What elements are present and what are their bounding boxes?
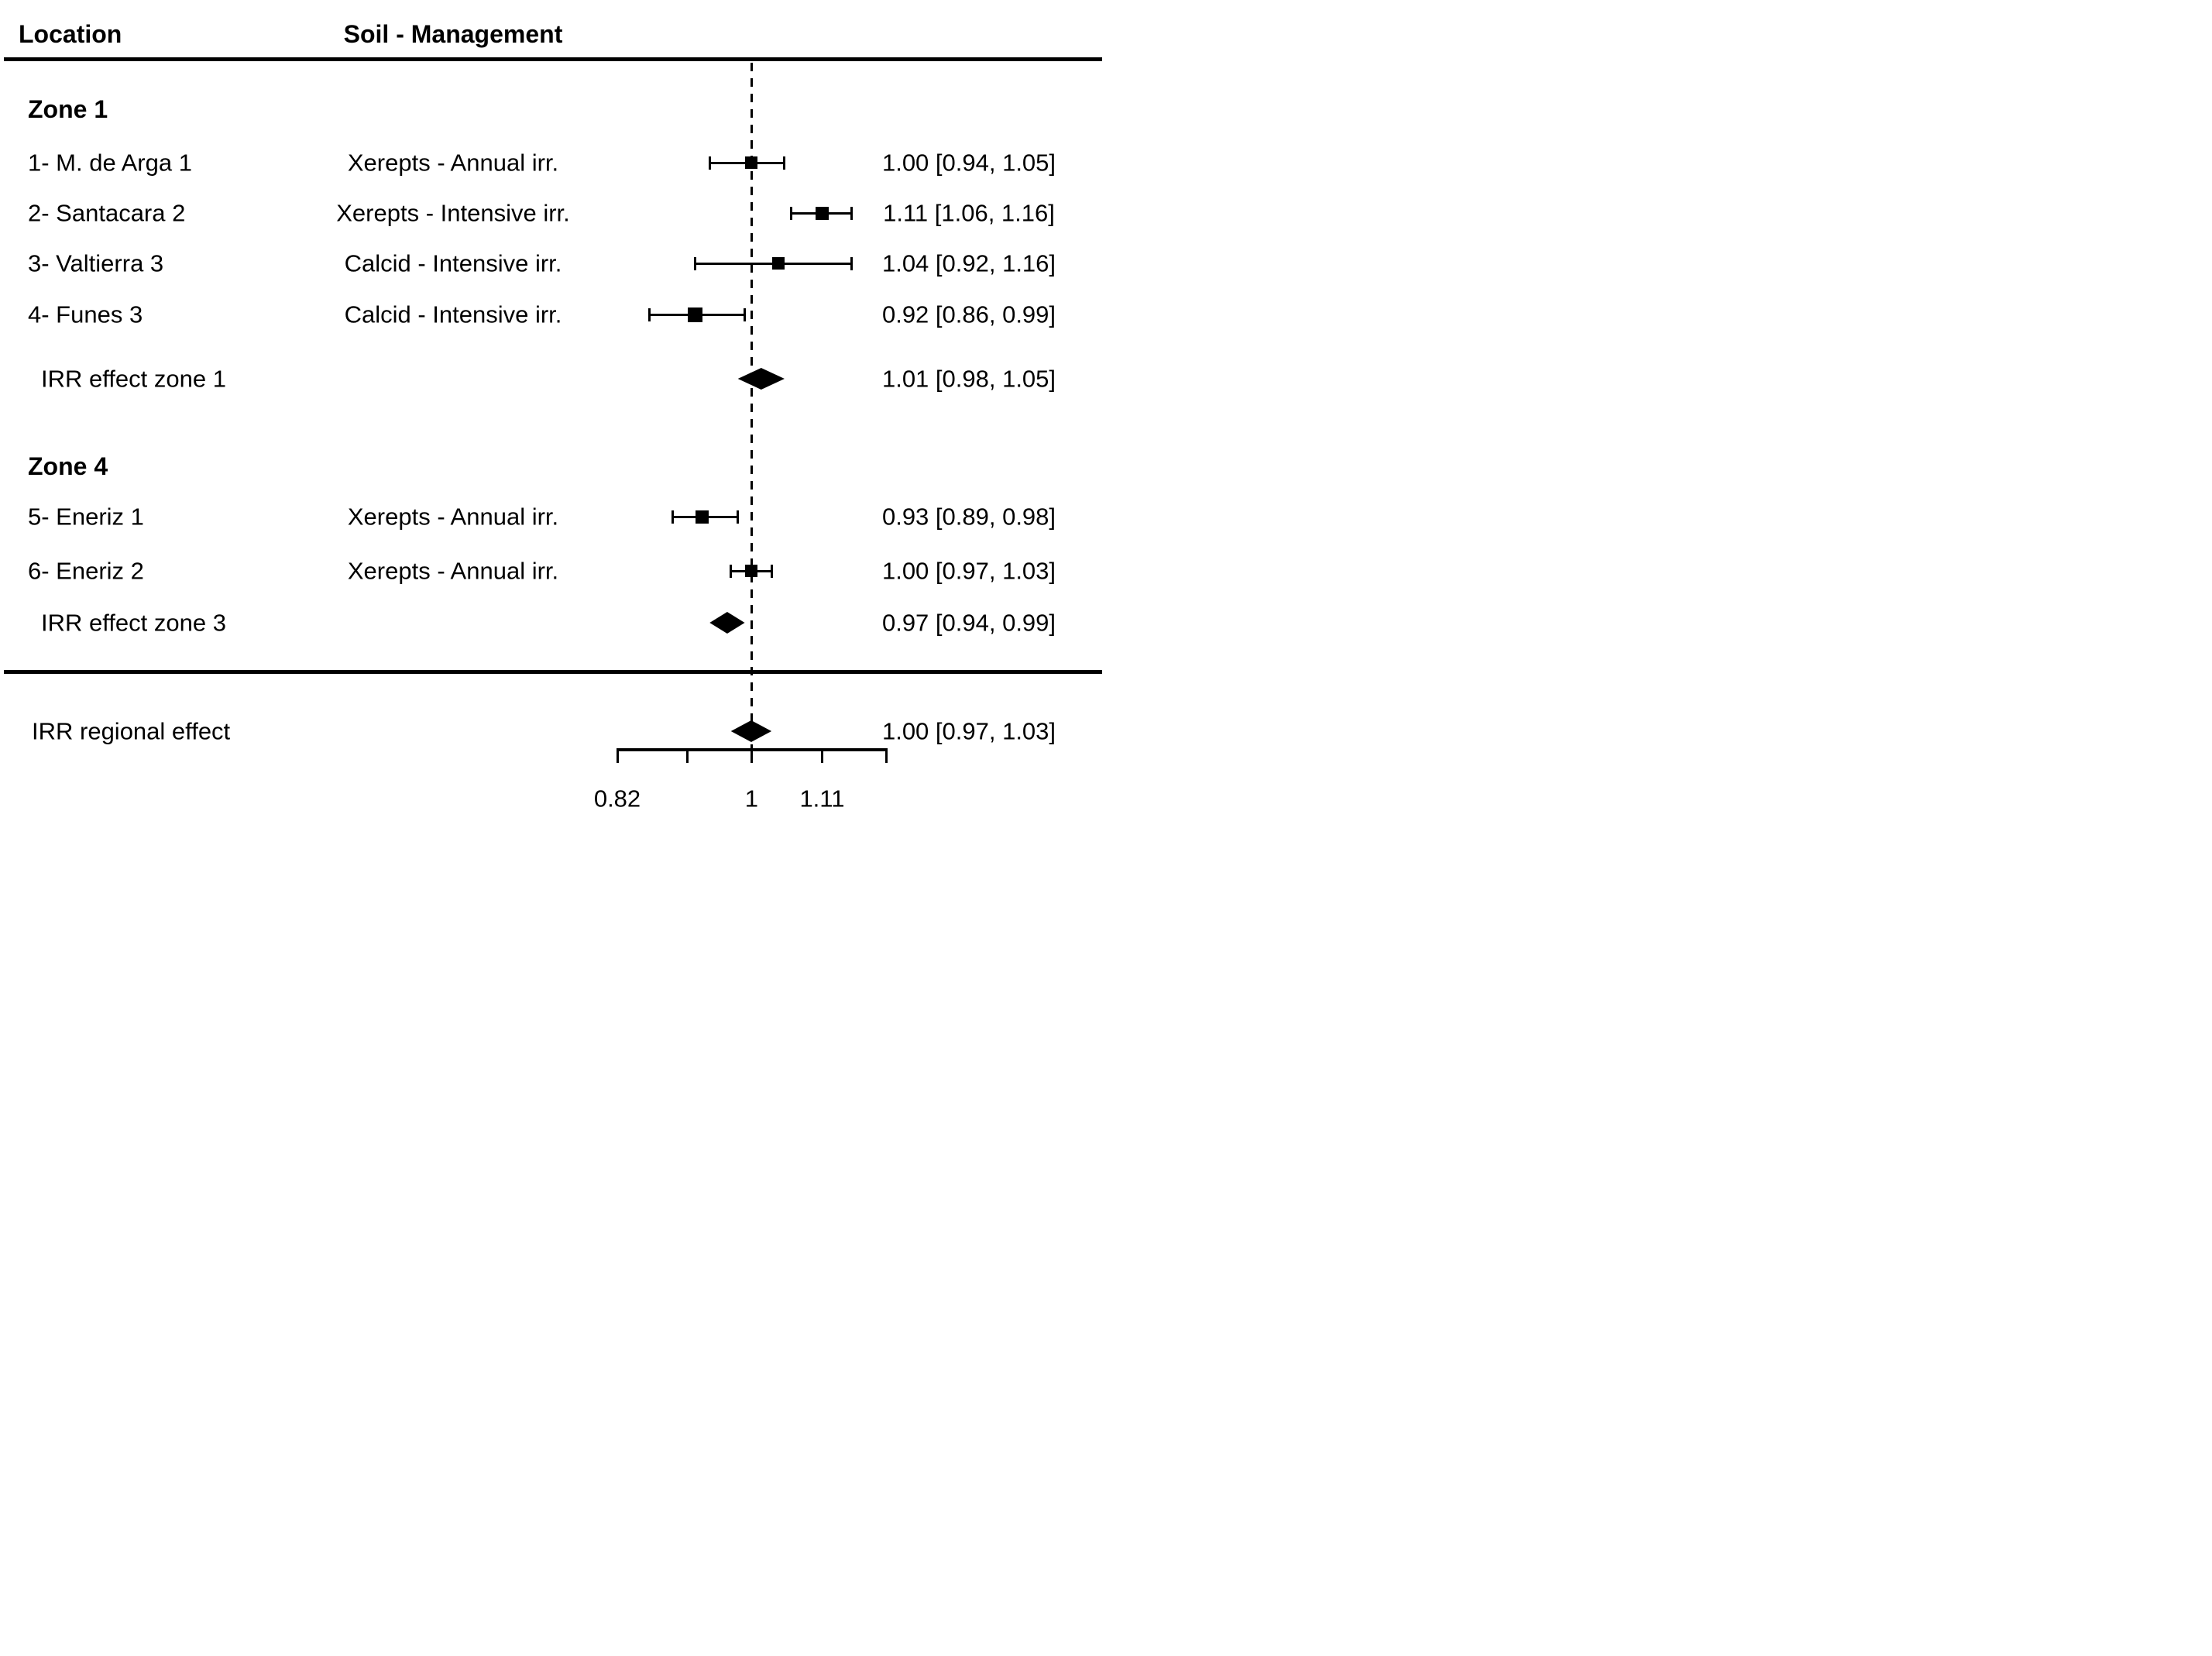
ci-cap-left bbox=[708, 156, 711, 170]
x-axis-tick bbox=[884, 748, 888, 763]
column-header-location: Location bbox=[19, 20, 122, 48]
ci-cap-right bbox=[850, 256, 854, 270]
ci-cap-right bbox=[744, 307, 747, 321]
study-label: 4- Funes 3 bbox=[28, 301, 143, 328]
ci-cap-left bbox=[694, 256, 696, 270]
point-estimate-marker bbox=[815, 206, 829, 220]
ci-cap-right bbox=[737, 510, 740, 524]
ci-cap-right bbox=[783, 156, 786, 170]
study-label: 1- M. de Arga 1 bbox=[28, 149, 192, 177]
point-estimate-marker bbox=[745, 156, 758, 169]
soil-management-label: Calcid - Intensive irr. bbox=[344, 249, 562, 277]
estimate-ci-text: 1.04 [0.92, 1.16] bbox=[881, 249, 1056, 277]
point-estimate-marker bbox=[688, 307, 702, 322]
soil-management-label: Xerepts - Annual irr. bbox=[347, 503, 559, 531]
section-separator-rule bbox=[4, 670, 1102, 674]
summary-diamond bbox=[730, 720, 772, 742]
point-estimate-marker bbox=[745, 565, 758, 577]
ci-cap-left bbox=[789, 206, 792, 220]
x-axis-tick-label: 1.11 bbox=[799, 785, 845, 813]
soil-management-label: Xerepts - Annual irr. bbox=[347, 149, 559, 177]
estimate-ci-text: 1.11 [1.06, 1.16] bbox=[883, 199, 1055, 227]
ci-cap-left bbox=[730, 564, 733, 578]
x-axis-tick-label: 1 bbox=[744, 785, 758, 813]
reference-line bbox=[750, 63, 753, 748]
header-rule bbox=[4, 57, 1102, 61]
estimate-ci-text: 0.93 [0.89, 0.98] bbox=[881, 503, 1056, 531]
estimate-ci-text: 1.01 [0.98, 1.05] bbox=[881, 365, 1056, 393]
summary-label: IRR effect zone 3 bbox=[41, 609, 226, 637]
x-axis-tick bbox=[820, 748, 823, 763]
group-label: Zone 4 bbox=[28, 452, 108, 480]
summary-label: IRR regional effect bbox=[32, 717, 231, 745]
column-header-soil: Soil - Management bbox=[343, 20, 563, 48]
estimate-ci-text: 1.00 [0.97, 1.03] bbox=[881, 717, 1056, 745]
soil-management-label: Xerepts - Annual irr. bbox=[347, 557, 559, 585]
ci-cap-right bbox=[850, 206, 854, 220]
summary-diamond bbox=[737, 368, 785, 390]
soil-management-label: Xerepts - Intensive irr. bbox=[336, 199, 570, 227]
point-estimate-marker bbox=[696, 510, 709, 524]
estimate-ci-text: 1.00 [0.97, 1.03] bbox=[881, 557, 1056, 585]
estimate-ci-text: 1.00 [0.94, 1.05] bbox=[881, 149, 1056, 177]
study-label: 2- Santacara 2 bbox=[28, 199, 186, 227]
x-axis-tick bbox=[686, 748, 689, 763]
study-label: 3- Valtierra 3 bbox=[28, 249, 164, 277]
soil-management-label: Calcid - Intensive irr. bbox=[344, 301, 562, 328]
forest-plot-figure: Location Soil - Management Zone 1 1- M. d… bbox=[0, 0, 1106, 828]
estimate-ci-text: 0.97 [0.94, 0.99] bbox=[881, 609, 1056, 637]
ci-cap-right bbox=[770, 564, 773, 578]
group-label: Zone 1 bbox=[28, 95, 108, 123]
study-label: 6- Eneriz 2 bbox=[28, 557, 144, 585]
summary-diamond bbox=[709, 612, 745, 634]
ci-cap-left bbox=[648, 307, 651, 321]
point-estimate-marker bbox=[771, 257, 785, 270]
x-axis-tick bbox=[750, 748, 753, 763]
x-axis-tick bbox=[616, 748, 619, 763]
ci-cap-left bbox=[672, 510, 675, 524]
x-axis-tick-label: 0.82 bbox=[593, 785, 641, 813]
study-label: 5- Eneriz 1 bbox=[28, 503, 144, 531]
estimate-ci-text: 0.92 [0.86, 0.99] bbox=[881, 301, 1056, 328]
summary-label: IRR effect zone 1 bbox=[41, 365, 226, 393]
